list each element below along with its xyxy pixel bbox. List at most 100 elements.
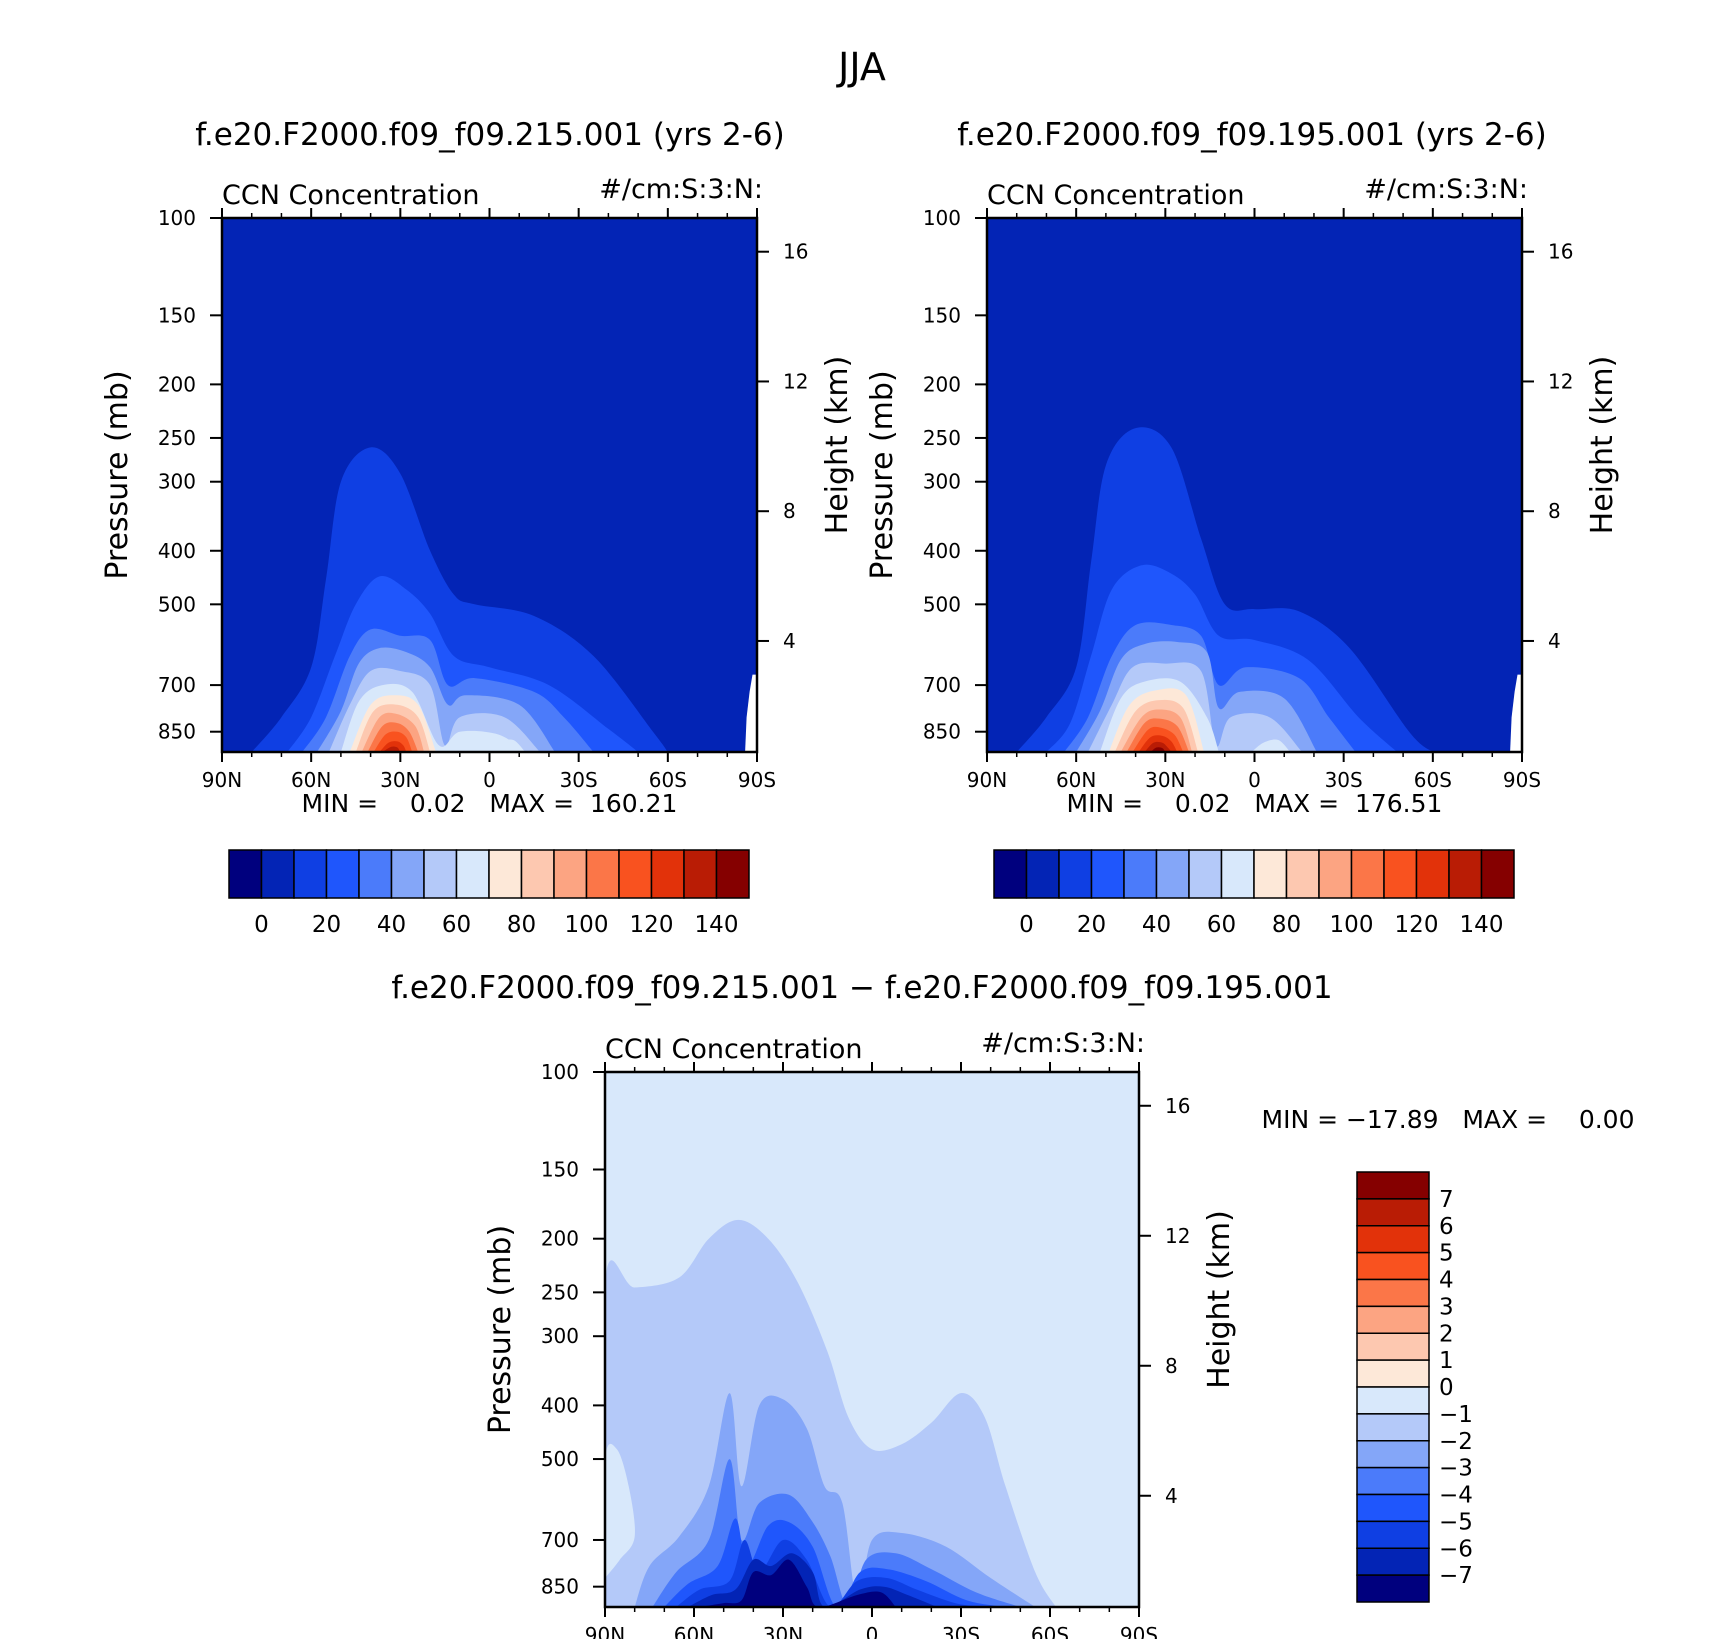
colorbar-label: 80 bbox=[1272, 912, 1301, 938]
y-tick-label: 150 bbox=[923, 303, 961, 327]
x-tick-label: 30N bbox=[763, 1623, 803, 1639]
y-tick-label: 400 bbox=[158, 539, 196, 563]
y-axis-right-label: Height (km) bbox=[1202, 1210, 1237, 1389]
right-tick-label: 4 bbox=[1165, 1484, 1178, 1508]
colorbar-label: 5 bbox=[1439, 1241, 1454, 1267]
units-label: #/cm:S:3:N: bbox=[981, 1028, 1145, 1059]
colorbar-label: 7 bbox=[1439, 1187, 1454, 1213]
colorbar-swatch bbox=[1356, 1171, 1430, 1200]
main-title: JJA bbox=[836, 45, 886, 89]
colorbar-swatch bbox=[423, 849, 458, 899]
colorbar-label: 140 bbox=[695, 912, 739, 938]
right-tick-label: 16 bbox=[1165, 1094, 1190, 1118]
y-tick-label: 150 bbox=[541, 1158, 579, 1182]
colorbar-swatch bbox=[1123, 849, 1158, 899]
x-tick-label: 30S bbox=[560, 768, 598, 792]
colorbar-swatch bbox=[1318, 849, 1353, 899]
missing-data-region bbox=[745, 674, 757, 752]
colorbar-label: 140 bbox=[1460, 912, 1504, 938]
colorbar-swatch bbox=[1356, 1278, 1430, 1308]
contour-region-8 bbox=[605, 1443, 635, 1607]
colorbar-swatch bbox=[1188, 849, 1223, 899]
contour-region-9 bbox=[1097, 1563, 1139, 1607]
colorbar-label: 4 bbox=[1439, 1268, 1454, 1294]
x-tick-label: 90S bbox=[1503, 768, 1541, 792]
colorbar-label: 120 bbox=[1395, 912, 1439, 938]
colorbar-label: 80 bbox=[507, 912, 536, 938]
colorbar-swatch bbox=[618, 849, 653, 899]
units-label: #/cm:S:3:N: bbox=[599, 174, 763, 205]
colorbar-swatch bbox=[1356, 1332, 1430, 1361]
x-tick-label: 90S bbox=[738, 768, 776, 792]
colorbar-swatch bbox=[650, 849, 685, 899]
panel-title: f.e20.F2000.f09_f09.215.001 (yrs 2-6) bbox=[195, 117, 785, 153]
right-tick-label: 4 bbox=[783, 629, 796, 653]
variable-label: CCN Concentration bbox=[605, 1034, 863, 1065]
colorbar-swatch bbox=[1356, 1198, 1430, 1227]
colorbar-swatch bbox=[1356, 1547, 1430, 1576]
right-tick-label: 8 bbox=[1165, 1354, 1178, 1378]
colorbar-swatch bbox=[1356, 1440, 1430, 1469]
min-max-label: MIN = 0.02 MAX = 176.51 bbox=[1067, 789, 1443, 818]
y-tick-label: 300 bbox=[158, 470, 196, 494]
colorbar-label: −7 bbox=[1439, 1563, 1473, 1589]
colorbar-label: 0 bbox=[1019, 912, 1034, 938]
y-axis-label: Pressure (mb) bbox=[865, 370, 900, 579]
x-tick-label: 90N bbox=[585, 1623, 625, 1639]
colorbar-label: 0 bbox=[1439, 1375, 1454, 1401]
y-tick-label: 100 bbox=[541, 1060, 579, 1084]
x-tick-label: 30N bbox=[380, 768, 420, 792]
y-tick-label: 200 bbox=[158, 372, 196, 396]
x-tick-label: 60S bbox=[649, 768, 687, 792]
colorbar-swatch bbox=[1155, 849, 1190, 899]
colorbar-swatch bbox=[488, 849, 523, 899]
chart-panel-1: f.e20.F2000.f09_f09.215.001 (yrs 2-6) CCN… bbox=[100, 117, 855, 938]
x-tick-label: 60N bbox=[291, 768, 331, 792]
x-tick-label: 0 bbox=[483, 768, 496, 792]
units-label: #/cm:S:3:N: bbox=[1364, 174, 1528, 205]
colorbar-swatch bbox=[1090, 849, 1125, 899]
colorbar-label: 20 bbox=[1077, 912, 1106, 938]
colorbar-label: −5 bbox=[1439, 1509, 1473, 1535]
colorbar-swatch bbox=[553, 849, 588, 899]
colorbar-swatch bbox=[1356, 1251, 1430, 1281]
colorbar-swatch bbox=[1448, 849, 1483, 899]
y-tick-label: 500 bbox=[541, 1447, 579, 1471]
min-max-label: MIN = 0.02 MAX = 160.21 bbox=[302, 789, 678, 818]
right-tick-label: 8 bbox=[783, 499, 796, 523]
colorbar-swatch bbox=[228, 849, 263, 899]
y-tick-label: 200 bbox=[541, 1227, 579, 1251]
y-tick-label: 850 bbox=[158, 720, 196, 744]
colorbar-swatch bbox=[1253, 849, 1288, 899]
colorbar-label: 60 bbox=[442, 912, 471, 938]
contour-region-13 bbox=[1144, 741, 1172, 752]
panel-title: f.e20.F2000.f09_f09.215.001 − f.e20.F200… bbox=[391, 970, 1332, 1006]
colorbar-swatch bbox=[1356, 1305, 1430, 1334]
y-tick-label: 250 bbox=[541, 1280, 579, 1304]
y-tick-label: 250 bbox=[923, 426, 961, 450]
x-tick-label: 60S bbox=[1414, 768, 1452, 792]
colorbar-label: 40 bbox=[1142, 912, 1171, 938]
colorbar-label: −1 bbox=[1439, 1402, 1473, 1428]
colorbar-label: −4 bbox=[1439, 1483, 1473, 1509]
y-tick-label: 400 bbox=[541, 1393, 579, 1417]
y-tick-label: 300 bbox=[923, 470, 961, 494]
chart-panel-3: f.e20.F2000.f09_f09.215.001 − f.e20.F200… bbox=[391, 970, 1634, 1639]
colorbar-swatch bbox=[1383, 849, 1418, 899]
variable-label: CCN Concentration bbox=[222, 180, 480, 211]
colorbar-swatch bbox=[520, 849, 555, 899]
missing-data-region bbox=[1510, 674, 1522, 752]
y-tick-label: 200 bbox=[923, 372, 961, 396]
y-tick-label: 150 bbox=[158, 303, 196, 327]
x-tick-label: 0 bbox=[866, 1623, 879, 1639]
x-tick-label: 30S bbox=[942, 1623, 980, 1639]
y-tick-label: 700 bbox=[541, 1528, 579, 1552]
y-tick-label: 400 bbox=[923, 539, 961, 563]
y-tick-label: 300 bbox=[541, 1324, 579, 1348]
y-tick-label: 100 bbox=[158, 206, 196, 230]
colorbar-swatch bbox=[1356, 1413, 1430, 1442]
contour-fills bbox=[251, 447, 757, 752]
panel-title: f.e20.F2000.f09_f09.195.001 (yrs 2-6) bbox=[957, 117, 1547, 153]
colorbar-swatch bbox=[683, 849, 718, 899]
